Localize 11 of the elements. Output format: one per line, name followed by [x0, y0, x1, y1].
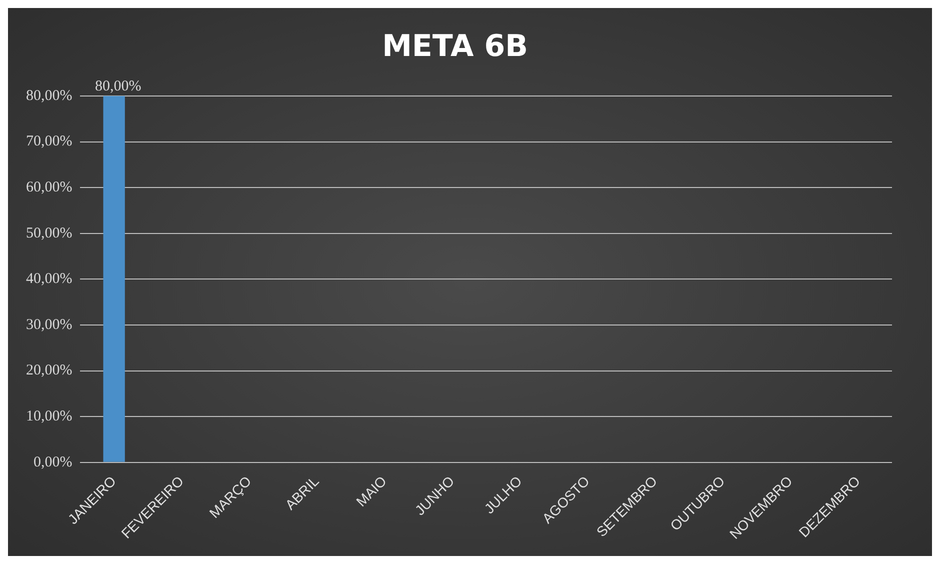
y-tick-label: 40,00% — [26, 271, 72, 288]
data-label: 80,00% — [94, 78, 142, 94]
y-tick-label: 60,00% — [26, 180, 72, 196]
y-tick-label: 20,00% — [26, 362, 72, 379]
y-tick-label: 30,00% — [26, 316, 72, 333]
y-tick-label: 80,00% — [26, 88, 72, 104]
y-tick-label: 0,00% — [33, 454, 72, 470]
y-tick-label: 70,00% — [26, 134, 72, 150]
y-tick-label: 50,00% — [26, 225, 72, 242]
chart-title: META 6B — [382, 28, 528, 64]
y-tick-label: 10,00% — [26, 408, 72, 425]
